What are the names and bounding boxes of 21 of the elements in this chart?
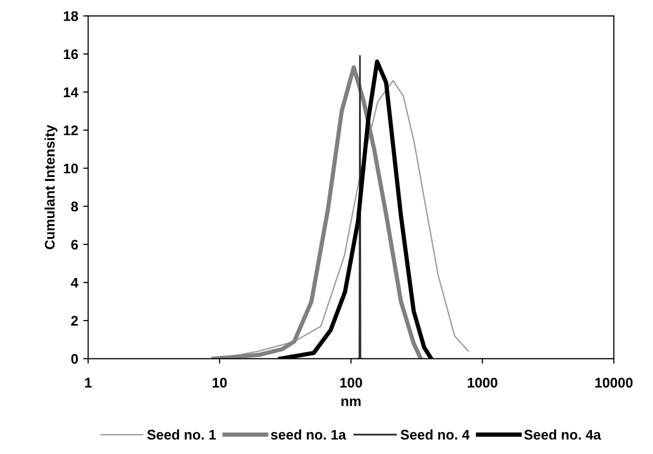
y-tick-label: 2 [71,316,78,326]
y-axis-title: Cumulant Intensity [44,124,58,250]
y-tick-label: 14 [64,88,78,98]
legend-label: Seed no. 1 [147,429,216,440]
x-tick-label: 1 [85,378,92,388]
y-tick-label: 6 [71,240,78,250]
y-tick-label: 0 [71,354,78,364]
y-tick-label: 8 [71,202,78,212]
legend-label: Seed no. 4 [400,429,470,440]
y-tick-label: 18 [64,11,78,22]
y-tick-label: 10 [64,164,78,174]
x-tick-label: 10 [212,378,227,388]
x-tick-label: 1000 [468,378,498,388]
y-tick-label: 12 [64,125,78,136]
x-tick-label: 10000 [595,378,633,388]
y-tick-label: 16 [64,49,78,60]
x-axis-title: nm [341,398,361,406]
legend-label: Seed no. 4a [524,429,602,440]
legend-label: seed no. 1a [270,429,346,440]
y-tick-label: 4 [70,278,78,288]
x-tick-label: 100 [340,378,362,388]
